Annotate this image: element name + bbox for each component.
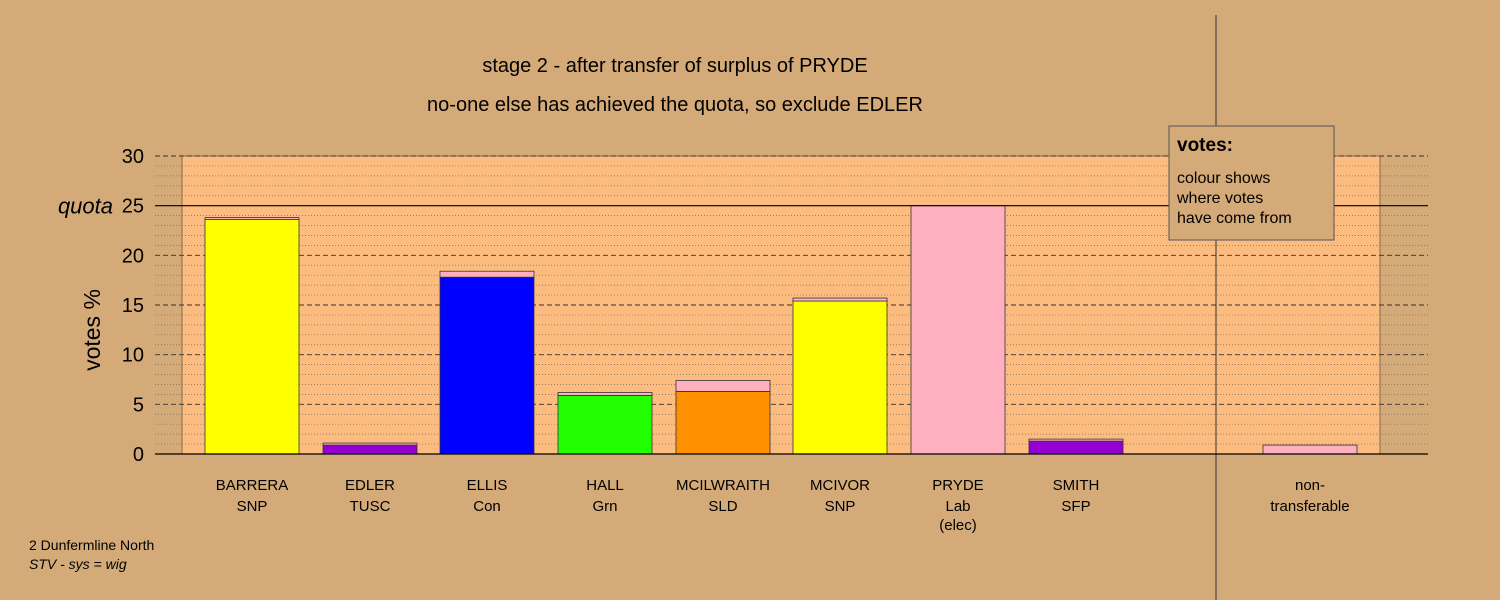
legend-box bbox=[1168, 125, 1335, 241]
category-name: EDLER bbox=[345, 477, 395, 494]
y-axis-label: votes % bbox=[79, 289, 105, 371]
category-party: SLD bbox=[708, 498, 737, 515]
category-name: MCIVOR bbox=[810, 477, 870, 494]
bar-segment bbox=[322, 442, 418, 446]
category-party: Lab bbox=[945, 498, 970, 515]
bar-segment bbox=[910, 205, 1006, 455]
category-name: HALL bbox=[586, 477, 624, 494]
y-tick-label: 30 bbox=[122, 146, 144, 168]
bar-segment bbox=[792, 300, 888, 455]
y-tick-label: 5 bbox=[133, 394, 144, 416]
bar-segment bbox=[675, 380, 771, 392]
category-party: SNP bbox=[237, 498, 268, 515]
chart-subtitle: no-one else has achieved the quota, so e… bbox=[427, 94, 923, 116]
legend-text: where votes bbox=[1176, 190, 1263, 207]
y-tick-label: 20 bbox=[122, 245, 144, 267]
bar-segment bbox=[792, 297, 888, 302]
bar-segment bbox=[1028, 440, 1124, 455]
legend-text: colour shows bbox=[1177, 170, 1270, 187]
y-tick-label: 25 bbox=[122, 196, 144, 218]
category-name: BARRERA bbox=[216, 477, 289, 494]
y-tick-label: 0 bbox=[133, 444, 144, 466]
category-party: TUSC bbox=[350, 498, 391, 515]
legend-title: votes: bbox=[1177, 135, 1233, 156]
footer-constituency: 2 Dunfermline North bbox=[29, 537, 155, 553]
bar-segment bbox=[557, 392, 653, 396]
bar-segment bbox=[204, 219, 300, 455]
bar-segment bbox=[204, 217, 300, 220]
bar-segment bbox=[557, 394, 653, 455]
category-party: SNP bbox=[825, 498, 856, 515]
category-party: SFP bbox=[1061, 498, 1090, 515]
category-party: Con bbox=[473, 498, 501, 515]
category-name: non- bbox=[1295, 477, 1325, 494]
footer-system: STV - sys = wig bbox=[29, 556, 127, 572]
chart-title: stage 2 - after transfer of surplus of P… bbox=[482, 55, 867, 77]
bar-segment bbox=[1028, 438, 1124, 442]
category-party: Grn bbox=[592, 498, 617, 515]
category-name: PRYDE bbox=[932, 477, 983, 494]
bar-segment bbox=[675, 391, 771, 455]
category-name: SMITH bbox=[1053, 477, 1100, 494]
category-party: transferable bbox=[1270, 498, 1349, 515]
category-note: (elec) bbox=[939, 517, 977, 534]
bar-segment bbox=[1262, 444, 1358, 455]
category-name: MCILWRAITH bbox=[676, 477, 770, 494]
bar-segment bbox=[439, 276, 535, 455]
y-tick-label: 15 bbox=[122, 295, 144, 317]
bar-segment bbox=[322, 444, 418, 455]
y-tick-label: 10 bbox=[122, 345, 144, 367]
legend-text: have come from bbox=[1177, 210, 1292, 227]
category-name: ELLIS bbox=[467, 477, 508, 494]
quota-label: quota bbox=[58, 194, 113, 219]
bar-segment bbox=[439, 270, 535, 278]
